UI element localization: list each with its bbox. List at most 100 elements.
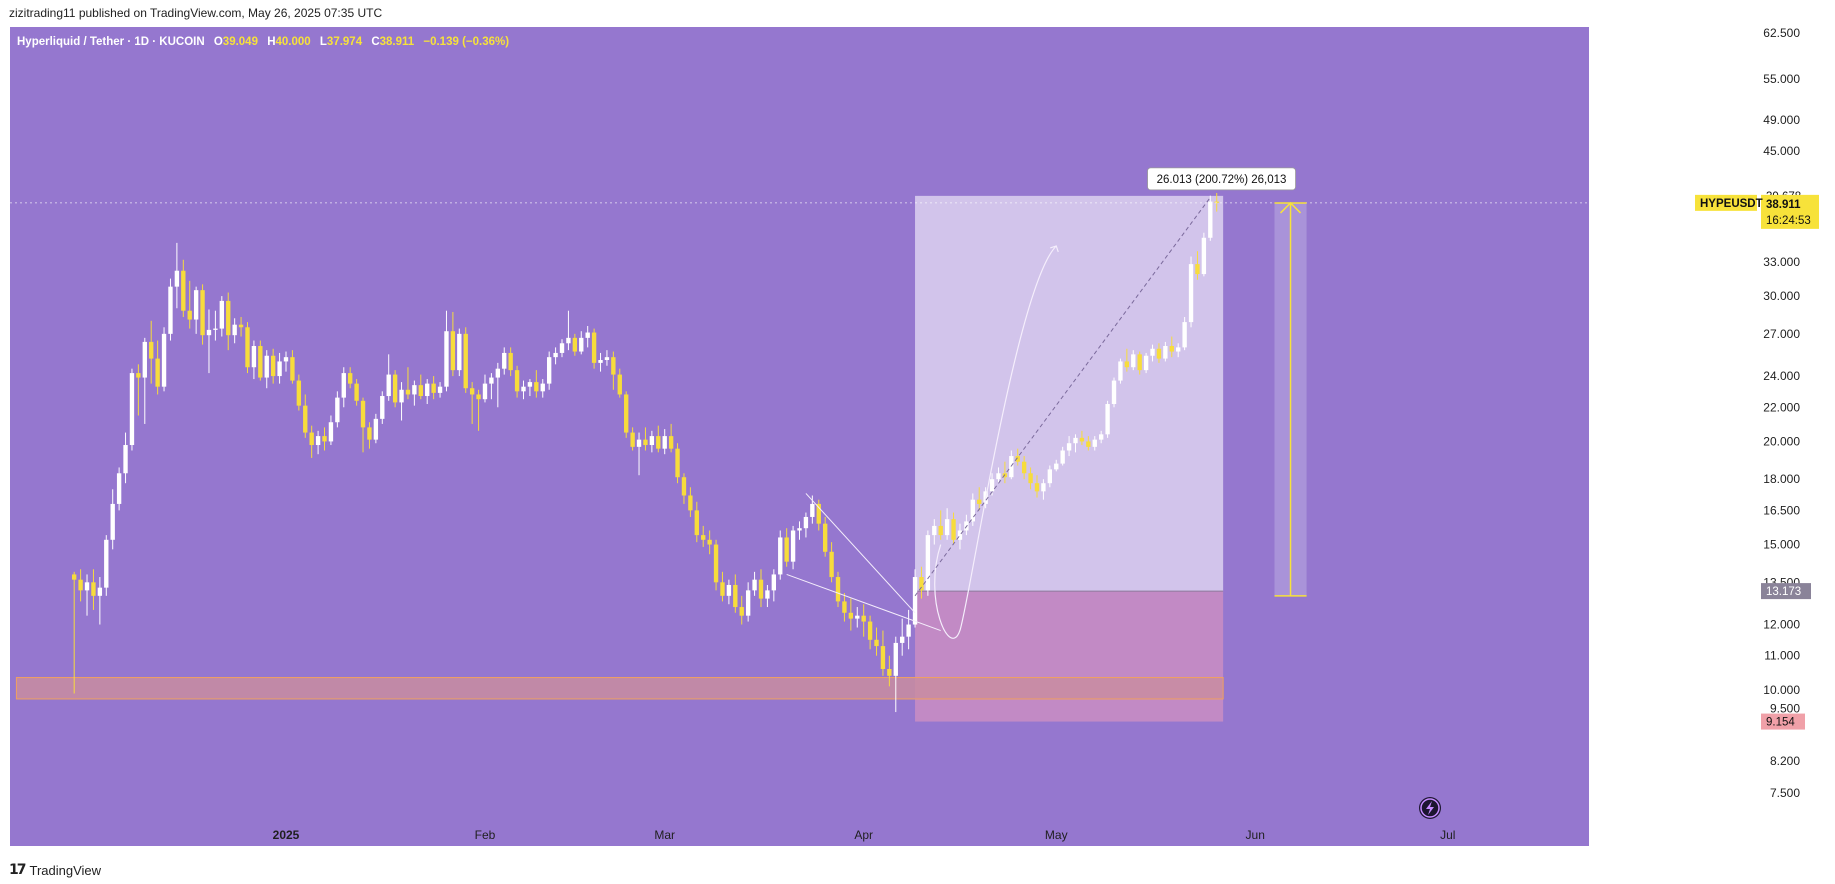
candle xyxy=(399,382,404,421)
candle xyxy=(572,333,578,356)
y-tick-label: 62.500 xyxy=(1763,26,1800,40)
candle xyxy=(938,510,943,540)
candle-body xyxy=(996,473,1001,480)
candle-body xyxy=(977,499,982,504)
candle-body xyxy=(1073,437,1078,444)
candle-body xyxy=(566,337,571,344)
candle xyxy=(245,322,250,374)
channel-lower-line xyxy=(786,573,941,632)
candle-body xyxy=(720,582,725,596)
candle-body xyxy=(1034,483,1040,492)
candle xyxy=(258,340,263,381)
legend-high: 40.000 xyxy=(276,36,311,48)
candle xyxy=(290,350,295,384)
y-tick-label: 11.000 xyxy=(1764,649,1800,663)
candle-body xyxy=(213,328,218,330)
replay-button[interactable] xyxy=(1419,797,1441,819)
candle-body xyxy=(508,352,513,371)
symbol-label: HYPEUSDT xyxy=(1700,198,1763,210)
candle-body xyxy=(636,439,642,447)
candle-body xyxy=(893,642,898,676)
legend-open-label: O xyxy=(214,36,223,48)
candle-body xyxy=(784,537,789,562)
candle xyxy=(1214,192,1219,212)
candle xyxy=(110,489,115,550)
candle xyxy=(765,584,770,608)
candle xyxy=(701,525,706,547)
candle-body xyxy=(912,577,918,625)
candle xyxy=(514,365,520,398)
candle-body xyxy=(431,383,436,393)
candle-body xyxy=(425,383,430,397)
entry-price-label-box xyxy=(1761,583,1811,600)
candle xyxy=(797,521,802,540)
candle xyxy=(816,499,821,531)
candle-body xyxy=(296,380,302,406)
candle xyxy=(457,328,462,377)
candle-body xyxy=(270,355,276,377)
y-tick-label: 27.000 xyxy=(1763,327,1800,341)
candle xyxy=(1150,344,1155,362)
candle-body xyxy=(1021,461,1027,474)
candle xyxy=(1131,350,1136,371)
y-tick-label: 24.000 xyxy=(1763,369,1800,383)
stop-price-label: 9.154 xyxy=(1766,717,1795,729)
legend-close-label: C xyxy=(371,36,379,48)
candle xyxy=(874,627,879,656)
candle xyxy=(1124,348,1130,372)
candle xyxy=(822,516,828,557)
candle-body xyxy=(450,331,456,371)
tradingview-brand[interactable]: 17 TradingView xyxy=(9,862,101,878)
candle-body xyxy=(707,539,712,545)
candle xyxy=(996,467,1001,484)
candle xyxy=(713,539,719,591)
candle xyxy=(726,579,732,605)
candle-body xyxy=(668,436,674,449)
candle xyxy=(136,364,141,416)
candle-body xyxy=(1118,361,1123,381)
x-tick-label: Jul xyxy=(1440,828,1455,842)
candle xyxy=(123,432,128,484)
candle xyxy=(951,512,956,545)
candle-body xyxy=(245,327,250,368)
candle xyxy=(887,655,892,687)
legend-low: 37.974 xyxy=(327,36,363,48)
candle xyxy=(425,379,430,405)
candle-body xyxy=(534,382,539,392)
candle-body xyxy=(264,355,269,378)
candle xyxy=(591,328,597,369)
candle-body xyxy=(900,636,905,643)
candle-body xyxy=(527,382,533,387)
candle-body xyxy=(938,525,943,536)
countdown-label: 16:24:53 xyxy=(1766,215,1811,227)
candle-body xyxy=(778,537,783,575)
candle xyxy=(1041,479,1046,500)
candle xyxy=(104,535,109,596)
candle xyxy=(181,259,186,317)
candle xyxy=(643,427,648,451)
candle xyxy=(168,278,173,341)
candle xyxy=(1015,448,1020,466)
y-tick-label: 15.000 xyxy=(1763,538,1800,552)
candle xyxy=(527,379,533,397)
candle xyxy=(617,368,622,398)
candle xyxy=(1143,352,1149,374)
y-tick-label: 9.500 xyxy=(1770,701,1800,715)
y-tick-label: 30.000 xyxy=(1763,289,1800,303)
candle-body xyxy=(380,396,385,419)
candle-body xyxy=(84,582,90,591)
candle xyxy=(206,309,212,374)
projection-curve xyxy=(934,245,1057,639)
y-tick-label: 16.500 xyxy=(1763,503,1800,517)
candle-body xyxy=(110,503,115,540)
candle xyxy=(739,595,744,625)
candle-body xyxy=(1201,237,1207,275)
candle xyxy=(675,443,680,484)
candle-body xyxy=(1182,322,1187,348)
candle-body xyxy=(206,329,212,336)
candle xyxy=(521,380,526,400)
candle xyxy=(559,339,565,358)
candle-body xyxy=(1047,469,1053,484)
